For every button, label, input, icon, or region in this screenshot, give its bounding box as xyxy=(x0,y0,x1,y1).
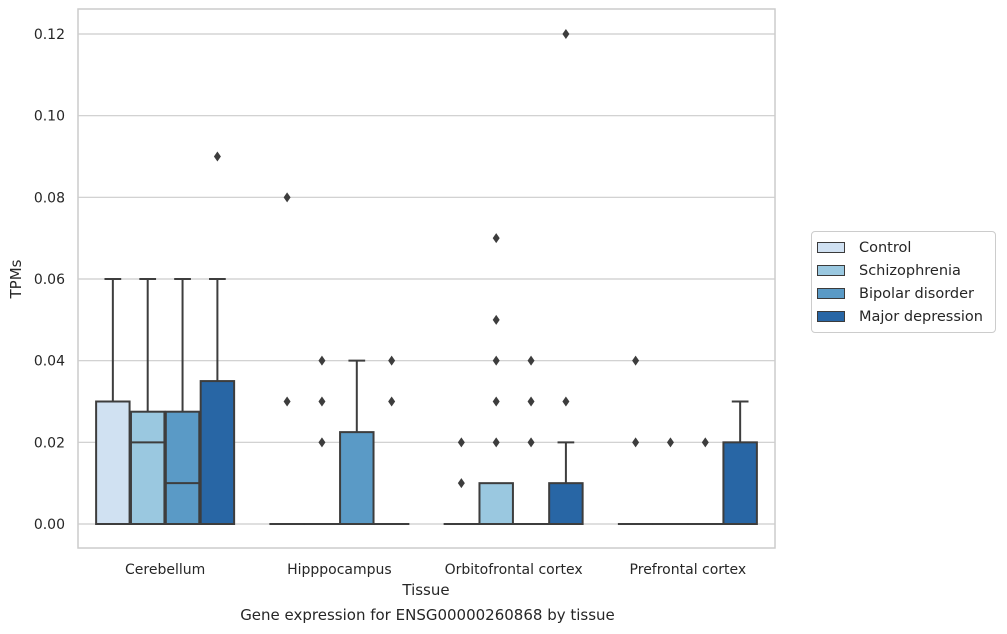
legend-swatch xyxy=(817,242,845,253)
legend-label: Major depression xyxy=(859,308,983,325)
legend-label: Control xyxy=(859,239,912,256)
legend-item: Bipolar disorder xyxy=(812,282,995,305)
box-rect xyxy=(339,431,375,525)
chart-caption: Gene expression for ENSG00000260868 by t… xyxy=(240,606,615,624)
outlier-point xyxy=(388,396,396,407)
box-mark xyxy=(443,437,480,526)
box-mark xyxy=(478,233,514,525)
outlier-point xyxy=(632,355,640,366)
box-mark xyxy=(513,355,549,526)
box-mark xyxy=(304,355,340,526)
x-tick-label: Orbitofrontal cortex xyxy=(445,562,583,578)
box-rect xyxy=(199,380,236,526)
box-rect xyxy=(722,441,758,526)
y-tick-label: 0.12 xyxy=(34,27,65,43)
x-tick-label: Hipppocampus xyxy=(287,562,392,578)
outlier-point xyxy=(457,437,465,448)
outlier-point xyxy=(492,233,500,244)
series-group xyxy=(95,192,654,526)
x-axis-ticks: Cerebellum Hipppocampus Orbitofrontal cort… xyxy=(125,562,746,578)
y-tick-label: 0.00 xyxy=(34,517,65,533)
legend-swatch xyxy=(817,265,845,276)
outlier-point xyxy=(562,396,570,407)
outlier-point xyxy=(492,437,500,448)
box-rect xyxy=(129,410,166,526)
y-tick-label: 0.08 xyxy=(34,190,65,206)
outlier-point xyxy=(701,437,709,448)
box-mark xyxy=(617,355,654,526)
y-axis-ticks: 0.00 0.02 0.04 0.06 0.08 0.10 0.12 xyxy=(34,27,65,533)
series-group xyxy=(164,278,724,526)
outlier-point xyxy=(666,437,674,448)
outlier-point xyxy=(492,314,500,325)
legend-item: Schizophrenia xyxy=(812,259,995,282)
outlier-point xyxy=(527,396,535,407)
box-mark xyxy=(652,437,689,526)
outlier-point xyxy=(527,437,535,448)
outlier-point xyxy=(492,355,500,366)
legend-label: Bipolar disorder xyxy=(859,285,974,302)
box-mark xyxy=(373,355,410,526)
box-plot-series xyxy=(95,29,758,526)
box-mark xyxy=(164,278,201,526)
y-tick-label: 0.04 xyxy=(34,354,65,370)
outlier-point xyxy=(457,478,465,489)
y-axis-title: TPMs xyxy=(7,259,25,299)
outlier-point xyxy=(632,437,640,448)
y-tick-label: 0.02 xyxy=(34,435,65,451)
legend-item: Control xyxy=(812,236,995,259)
box-mark xyxy=(687,437,724,526)
box-mark xyxy=(129,278,166,526)
x-axis-title: Tissue xyxy=(401,581,449,599)
plot-frame xyxy=(77,8,776,549)
outlier-point xyxy=(318,396,326,407)
legend-swatch xyxy=(817,288,845,299)
legend: Control Schizophrenia Bipolar disorder Majo… xyxy=(811,231,996,333)
series-group xyxy=(129,233,689,526)
box-rect xyxy=(95,400,131,525)
outlier-point xyxy=(562,29,570,39)
outlier-point xyxy=(527,355,535,366)
box-mark xyxy=(269,192,305,526)
outlier-point xyxy=(318,437,326,448)
outlier-point xyxy=(213,151,221,162)
x-tick-label: Cerebellum xyxy=(125,562,205,578)
y-tick-label: 0.10 xyxy=(34,109,65,125)
box-mark xyxy=(548,29,584,525)
y-tick-label: 0.06 xyxy=(34,272,65,288)
outlier-point xyxy=(492,396,500,407)
series-group xyxy=(199,29,758,526)
box-rect xyxy=(164,410,201,526)
x-tick-label: Prefrontal cortex xyxy=(630,562,747,578)
box-mark xyxy=(339,359,375,525)
box-mark xyxy=(199,151,236,526)
outlier-point xyxy=(318,355,326,366)
outlier-point xyxy=(283,396,291,407)
box-rect xyxy=(478,482,514,525)
legend-swatch xyxy=(817,311,845,322)
legend-item: Major depression xyxy=(812,305,995,328)
box-mark xyxy=(95,278,131,525)
box-rect xyxy=(548,482,584,525)
legend-label: Schizophrenia xyxy=(859,262,961,279)
box-mark xyxy=(722,400,758,526)
outlier-point xyxy=(388,355,396,366)
outlier-point xyxy=(283,192,291,203)
